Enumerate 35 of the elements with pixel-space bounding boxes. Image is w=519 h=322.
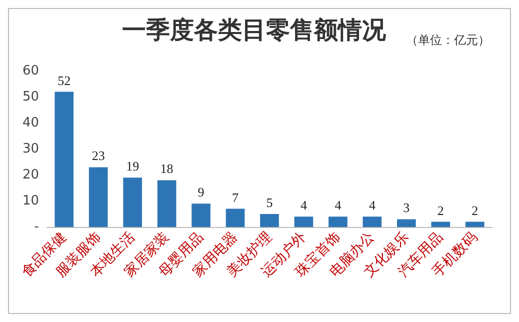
bar [362,216,382,227]
bar [260,214,279,227]
y-tick-label: 40 [22,116,39,130]
bar [88,167,108,227]
data-label: 19 [126,158,140,174]
bar [465,222,484,227]
bar [397,219,416,227]
y-tick-label: 20 [22,168,39,182]
data-label: 4 [368,198,376,213]
chart-title: 一季度各类目零售额情况 [122,16,387,44]
data-label: 2 [437,202,444,218]
data-label: 2 [472,202,478,218]
y-tick-label: 60 [22,64,39,78]
y-tick-label: 10 [22,194,39,208]
bar [431,222,450,227]
bar [54,92,74,227]
bar [192,204,210,227]
data-label: 7 [232,190,240,205]
y-tick-label: 30 [22,142,39,156]
chart-subtitle: （单位：亿元） [406,33,490,47]
data-label: 5 [266,195,273,210]
bar [294,216,314,227]
bar [328,216,348,227]
data-label: 4 [300,198,308,213]
data-label: 4 [334,198,342,213]
bar [226,208,245,227]
data-label: 52 [58,72,71,88]
y-tick-label: - [34,220,40,234]
data-label: 18 [160,161,174,176]
bar [157,180,176,227]
bar [123,178,142,227]
data-label: 23 [92,148,105,164]
data-label: 9 [198,184,204,200]
data-label: 3 [403,200,410,216]
y-tick-label: 50 [22,90,39,104]
